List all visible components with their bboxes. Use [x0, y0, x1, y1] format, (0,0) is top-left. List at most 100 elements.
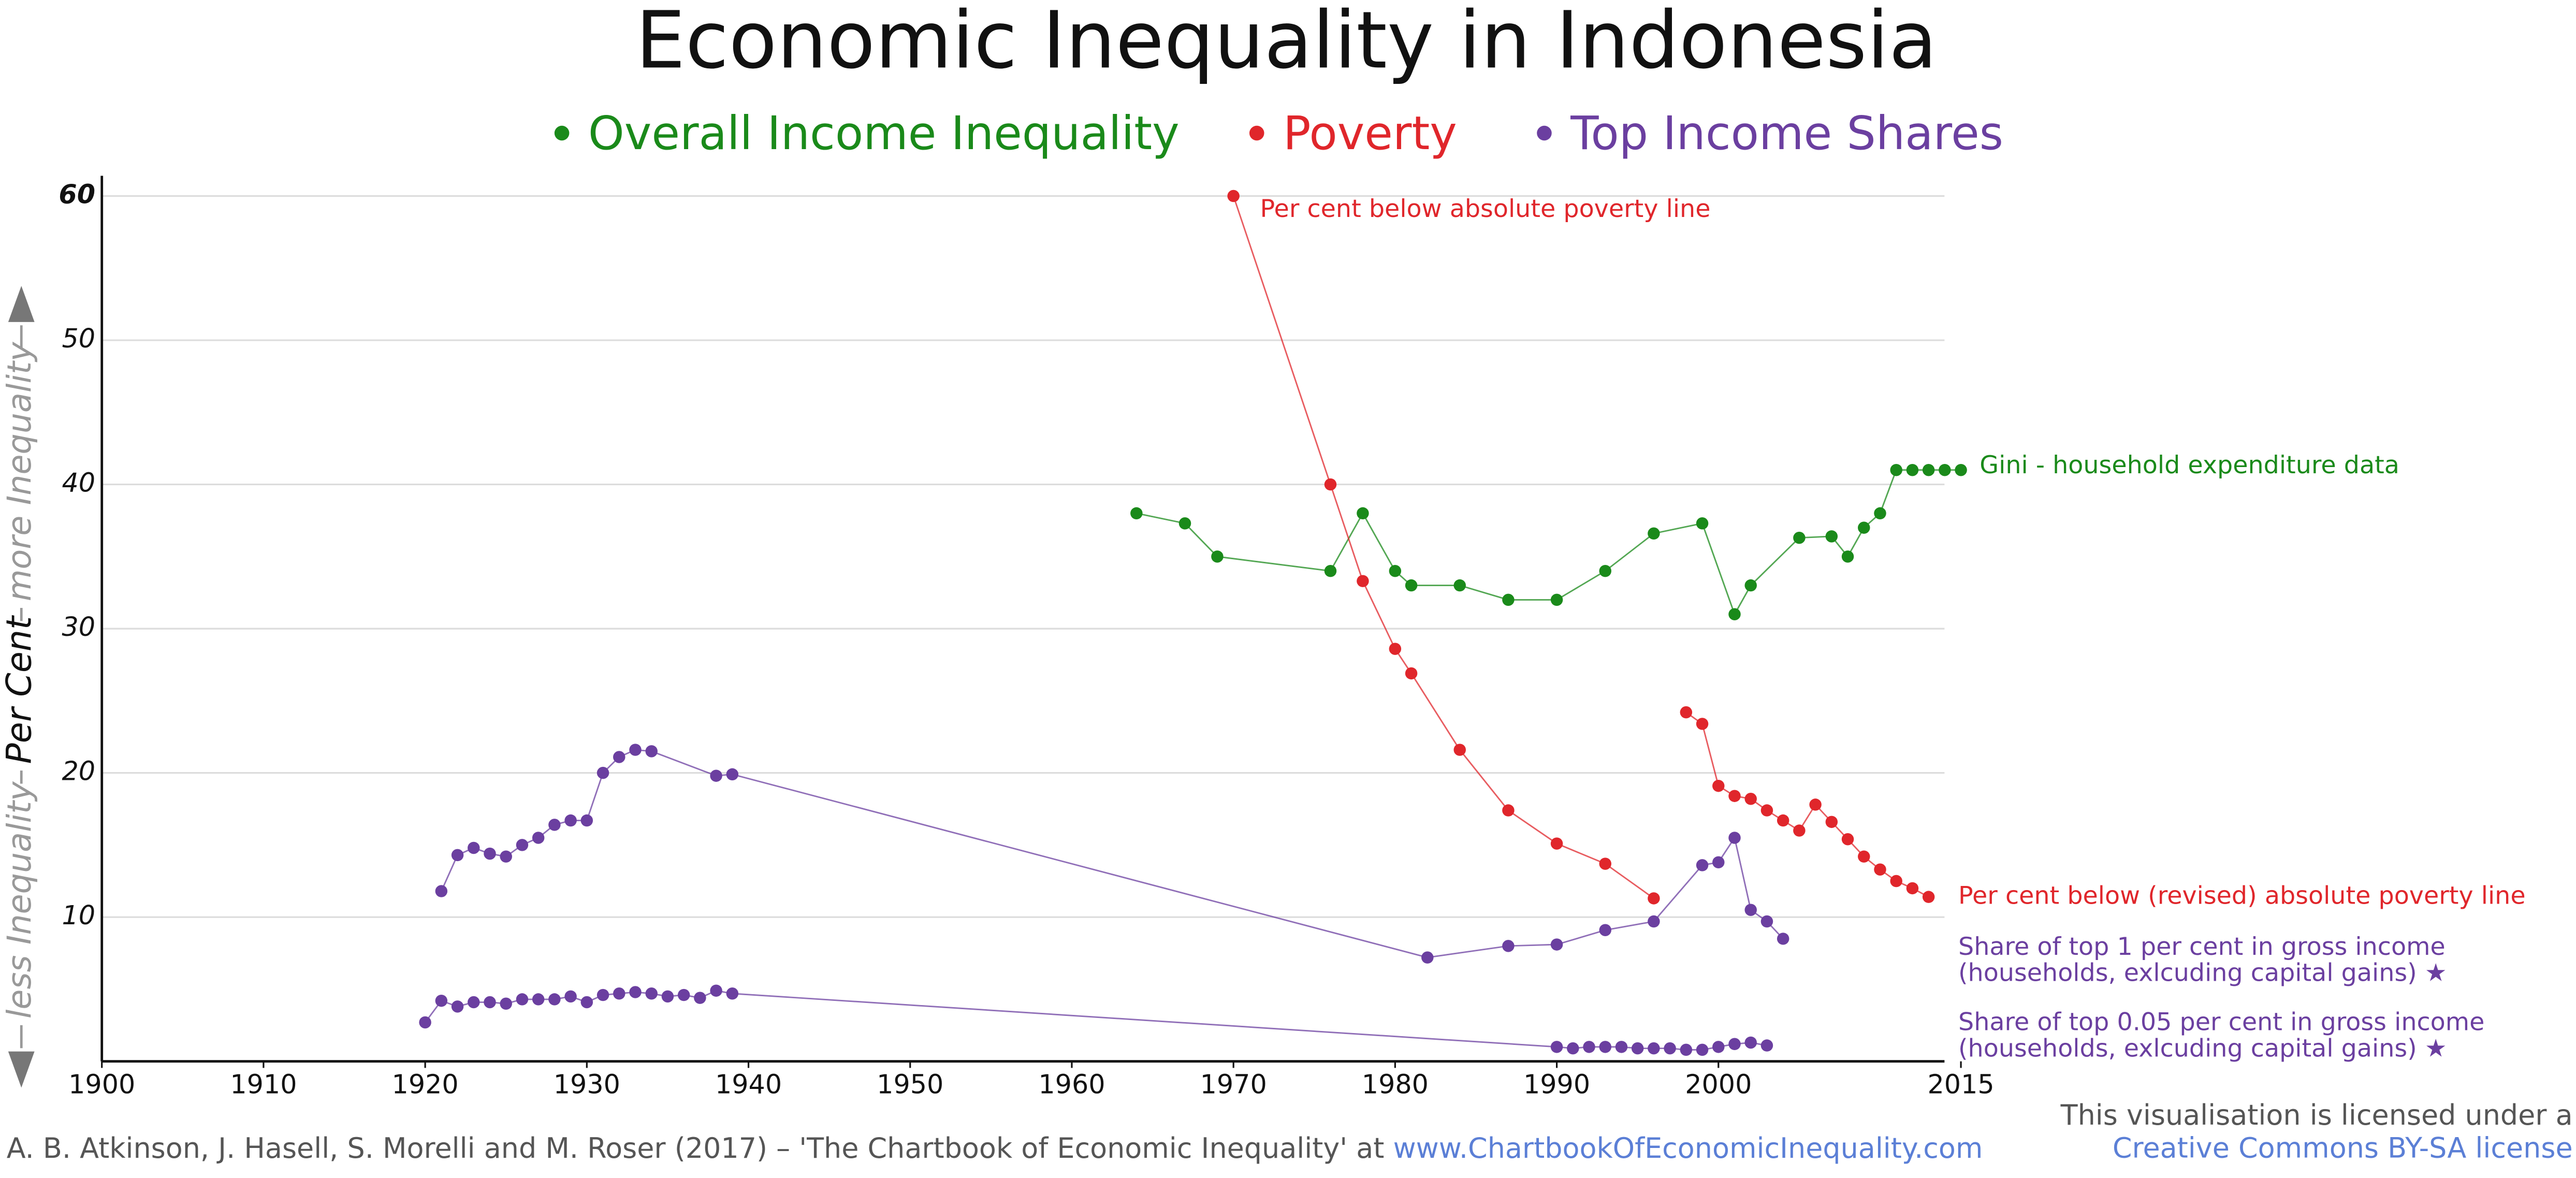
data-point [1922, 891, 1935, 903]
data-point [1405, 667, 1418, 680]
data-point [1599, 857, 1611, 870]
data-point [1955, 463, 1967, 476]
data-point [1502, 593, 1515, 606]
data-point [419, 1016, 431, 1029]
arrow-up [8, 286, 35, 322]
data-point [1357, 575, 1369, 587]
data-point [1648, 915, 1660, 928]
data-point [451, 849, 464, 862]
data-point [468, 841, 480, 854]
data-point [1728, 608, 1741, 620]
data-point [1841, 833, 1854, 846]
x-tick-label: 1910 [230, 1069, 297, 1099]
series-annotation: Share of top 0.05 per cent in gross inco… [1958, 1008, 2484, 1037]
series-annotation: Per cent below absolute poverty line [1260, 195, 1711, 223]
data-point [1550, 1041, 1563, 1053]
chart-title: Economic Inequality in Indonesia [635, 0, 1937, 86]
data-point [1744, 579, 1757, 592]
data-point [1696, 859, 1709, 871]
data-point [500, 850, 512, 863]
data-point [1130, 507, 1143, 520]
data-point [1890, 875, 1902, 888]
y-tick-label: 40 [62, 468, 95, 498]
legend-label: Top Income Shares [1570, 107, 2003, 160]
data-point [710, 769, 722, 782]
data-point [1405, 579, 1418, 592]
x-tick-label: 2015 [1928, 1069, 1995, 1099]
legend-label: Poverty [1283, 107, 1457, 160]
data-point [1728, 790, 1741, 802]
data-point [1599, 564, 1611, 577]
data-point [1744, 793, 1757, 805]
data-point [1599, 924, 1611, 936]
data-point [580, 814, 593, 827]
data-point [1453, 744, 1466, 756]
data-point [1825, 816, 1838, 828]
data-point [1178, 517, 1191, 530]
x-tick-label: 1990 [1523, 1069, 1590, 1099]
data-point [1631, 1042, 1644, 1055]
y-tick-label: 10 [62, 900, 95, 930]
data-point [1421, 951, 1434, 964]
series-annotation: (households, exlcuding capital gains) ★ [1958, 959, 2447, 987]
data-point [677, 988, 690, 1001]
data-point [1906, 463, 1919, 476]
data-point [532, 993, 545, 1006]
data-point [1728, 832, 1741, 844]
data-point [1874, 507, 1886, 520]
data-point [1906, 882, 1919, 895]
data-point [1615, 1041, 1628, 1053]
series-line [1685, 711, 1929, 898]
legend-dot [1537, 125, 1552, 141]
data-point [613, 751, 625, 763]
data-point [1453, 579, 1466, 592]
legend-dot [1249, 125, 1264, 141]
data-point [1858, 850, 1870, 863]
data-point [1550, 938, 1563, 951]
data-point [1680, 706, 1693, 719]
data-point [1648, 1042, 1660, 1055]
data-point [435, 885, 448, 897]
data-point [1502, 940, 1515, 952]
data-point [1550, 837, 1563, 850]
data-point [484, 996, 496, 1009]
data-point [1680, 1043, 1693, 1056]
data-point [1664, 1042, 1676, 1055]
series-annotation: Share of top 1 per cent in gross income [1958, 933, 2446, 961]
data-point [1324, 478, 1337, 491]
license-text: This visualisation is licensed under a [2060, 1099, 2573, 1131]
data-point [500, 997, 512, 1010]
x-tick-label: 1970 [1200, 1069, 1267, 1099]
data-point [1502, 804, 1515, 817]
x-tick-label: 1920 [392, 1069, 459, 1099]
data-point [1712, 1041, 1725, 1053]
data-point [1712, 856, 1725, 869]
x-tick-label: 1940 [715, 1069, 782, 1099]
data-point [726, 987, 739, 1000]
data-point [1550, 593, 1563, 606]
data-point [596, 766, 609, 779]
x-tick-label: 1950 [877, 1069, 943, 1099]
license-link[interactable]: Creative Commons BY-SA license [2113, 1132, 2573, 1165]
series-line [1232, 196, 1654, 899]
data-point [1599, 1041, 1611, 1053]
series-annotation: (households, exlcuding capital gains) ★ [1958, 1034, 2447, 1063]
data-point [1760, 915, 1773, 928]
data-point [564, 990, 577, 1003]
data-point [596, 988, 609, 1001]
y-label-main: Per Cent [0, 615, 39, 764]
data-point [1760, 804, 1773, 817]
x-tick-label: 2000 [1685, 1069, 1752, 1099]
data-point [694, 992, 706, 1004]
data-point [1777, 933, 1789, 945]
data-point [548, 819, 561, 831]
series-line [424, 990, 1767, 1051]
data-point [661, 990, 674, 1003]
data-point [1567, 1042, 1579, 1055]
footer-link[interactable]: www.ChartbookOfEconomicInequality.com [1393, 1132, 1983, 1165]
data-point [1389, 564, 1402, 577]
y-tick-label: 50 [62, 323, 95, 354]
x-tick-label: 1900 [68, 1069, 135, 1099]
data-point [1939, 463, 1951, 476]
